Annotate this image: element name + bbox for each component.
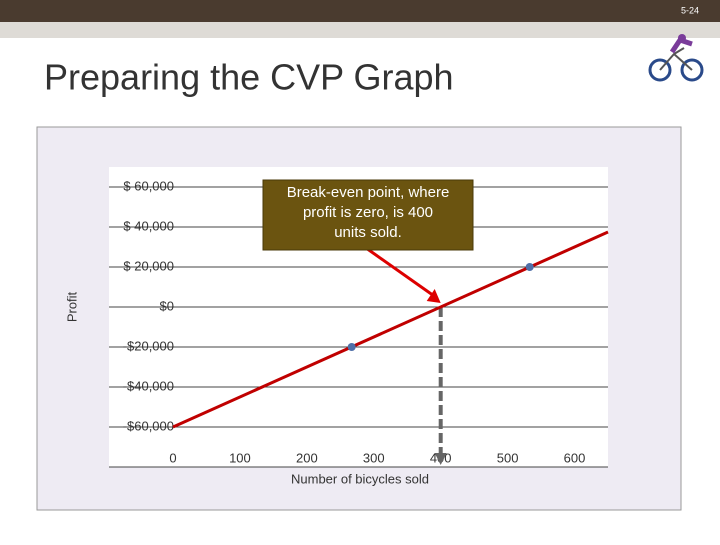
annotation-box [262, 179, 474, 251]
bicycle-icon [648, 34, 704, 82]
y-tick-label: $0 [160, 298, 174, 313]
x-tick-label: 600 [564, 450, 586, 465]
annotation-arrow [365, 246, 434, 297]
x-tick-label: 0 [169, 450, 176, 465]
y-tick-label: $ 20,000 [123, 258, 174, 273]
y-tick-label: $ 40,000 [123, 218, 174, 233]
slide-title: Preparing the CVP Graph [44, 57, 454, 98]
slide-number: 5-24 [681, 5, 699, 15]
x-tick-label: 200 [296, 450, 318, 465]
data-point [347, 343, 356, 351]
x-tick-label: 500 [497, 450, 519, 465]
y-tick-label: -$40,000 [123, 378, 174, 393]
sub-bar [0, 22, 720, 38]
annotation: Break-even point, where profit is zero, i… [287, 184, 450, 241]
annotation-arrowhead [426, 289, 441, 303]
x-tick-label: 100 [229, 450, 251, 465]
y-tick-label: -$20,000 [123, 338, 174, 353]
y-tick-label: -$60,000 [123, 418, 174, 433]
x-axis-label: Number of bicycles sold [291, 471, 429, 486]
x-tick-label: 300 [363, 450, 385, 465]
y-tick-label: $ 60,000 [123, 178, 174, 193]
top-bar [0, 0, 720, 22]
break-even-arrowhead [434, 453, 447, 465]
data-point [525, 263, 534, 271]
profit-line [172, 230, 609, 429]
y-axis-label: Profit [64, 291, 79, 322]
